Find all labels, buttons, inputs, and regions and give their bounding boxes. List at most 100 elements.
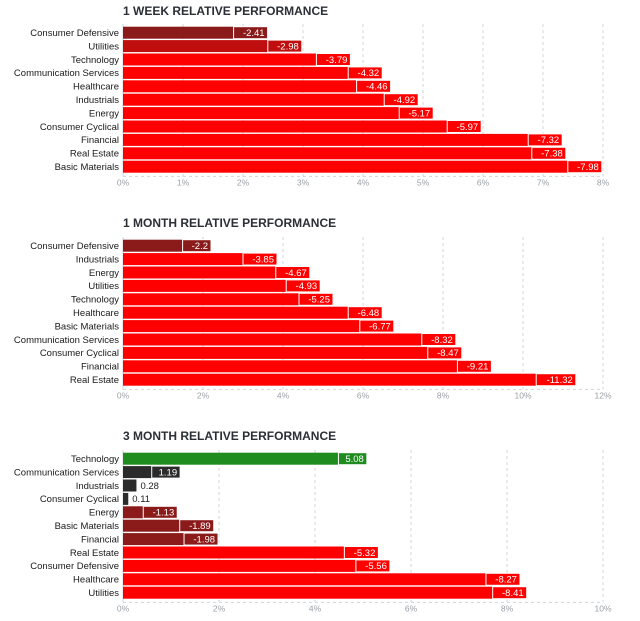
x-tick-label: 0% — [117, 603, 130, 613]
chart-1-month: 1 MONTH RELATIVE PERFORMANCE 0% 2% 4% 6% 8% 1… — [14, 216, 612, 400]
value-label: 0.28 — [140, 481, 159, 492]
bar — [123, 586, 527, 599]
x-tick-label: 12% — [594, 390, 611, 400]
value-label-box — [298, 292, 334, 306]
x-tick-label: 10% — [514, 390, 531, 400]
value-label-box — [242, 252, 278, 266]
value-label: -6.77 — [369, 321, 391, 332]
category-label: Energy — [89, 108, 119, 119]
bar — [123, 80, 391, 93]
value-label: -8.47 — [437, 348, 459, 359]
category-label: Financial — [81, 362, 119, 373]
value-label-box — [427, 346, 463, 360]
category-label: Consumer Cyclical — [40, 122, 119, 133]
value-label-box — [421, 333, 457, 346]
value-label-box — [492, 586, 528, 600]
category-label: Communication Services — [14, 68, 119, 79]
category-label: Utilities — [88, 281, 119, 292]
value-label-box — [275, 266, 311, 279]
value-label-box — [142, 505, 178, 519]
x-tick-label: 4% — [309, 603, 322, 613]
category-label: Communication Services — [14, 467, 119, 478]
value-label: 5.08 — [345, 454, 364, 465]
value-label: -1.89 — [189, 521, 211, 532]
value-label: -3.79 — [326, 55, 348, 66]
value-label: -5.25 — [308, 295, 330, 306]
value-label-box — [182, 239, 212, 253]
value-label-box — [183, 532, 219, 546]
x-tick-label: 5% — [417, 177, 430, 187]
value-label: -8.27 — [495, 575, 517, 586]
category-label: Utilities — [88, 588, 119, 599]
bar — [123, 266, 310, 279]
value-label-box — [531, 146, 567, 160]
chart-title: 1 MONTH RELATIVE PERFORMANCE — [123, 216, 336, 230]
value-label-box — [233, 26, 269, 40]
value-label: -1.13 — [153, 508, 175, 519]
value-label: -4.32 — [358, 68, 380, 79]
value-label: -4.93 — [296, 281, 318, 292]
category-label: Technology — [71, 454, 119, 465]
category-label: Technology — [71, 295, 119, 306]
bar — [123, 373, 576, 386]
category-label: Consumer Defensive — [30, 28, 119, 39]
x-tick-label: 8% — [597, 177, 610, 187]
chart-3-month: 3 MONTH RELATIVE PERFORMANCE 0% 2% 4% 6% 8% 1… — [14, 429, 612, 613]
bar — [123, 120, 482, 133]
chart-1-week: 1 WEEK RELATIVE PERFORMANCE 0% 1% 2% 3% 4% 5%… — [14, 4, 610, 187]
value-label: -4.67 — [285, 268, 307, 279]
value-label-box — [285, 279, 321, 293]
x-tick-label: 2% — [197, 390, 210, 400]
value-label: 1.19 — [159, 467, 178, 478]
category-label: Financial — [81, 135, 119, 146]
x-tick-label: 8% — [501, 603, 514, 613]
bar — [123, 133, 563, 146]
value-label: -5.56 — [365, 561, 387, 572]
category-label: Basic Materials — [55, 162, 120, 173]
value-label-box — [446, 120, 482, 133]
bar — [123, 559, 390, 572]
value-label-box — [267, 39, 303, 53]
bar — [123, 320, 394, 333]
value-label-box — [359, 319, 395, 333]
bar — [123, 93, 419, 106]
x-tick-label: 6% — [357, 390, 370, 400]
category-label: Real Estate — [70, 375, 119, 386]
x-tick-label: 6% — [477, 177, 490, 187]
value-label-box — [151, 465, 181, 479]
value-label: -7.98 — [577, 162, 599, 173]
value-label: -8.32 — [431, 335, 453, 346]
value-label-box — [527, 133, 563, 147]
value-label: -11.32 — [547, 375, 573, 386]
category-label: Consumer Cyclical — [40, 348, 119, 359]
bar — [123, 107, 434, 120]
value-label-box — [535, 373, 577, 387]
value-label: -8.41 — [502, 588, 524, 599]
value-label: -1.98 — [193, 534, 215, 545]
category-label: Communication Services — [14, 335, 119, 346]
x-tick-label: 2% — [213, 603, 226, 613]
x-tick-label: 4% — [277, 390, 290, 400]
chart-title: 3 MONTH RELATIVE PERFORMANCE — [123, 429, 336, 443]
category-label: Utilities — [88, 41, 119, 52]
x-tick-label: 0% — [117, 390, 130, 400]
value-label: -9.21 — [467, 362, 489, 373]
value-label: -2.98 — [277, 41, 299, 52]
bar — [123, 147, 566, 160]
bar — [123, 279, 321, 292]
value-label-box — [567, 160, 603, 174]
category-label: Financial — [81, 534, 119, 545]
category-label: Healthcare — [73, 82, 119, 93]
category-label: Energy — [89, 508, 119, 519]
value-label: -4.46 — [366, 82, 388, 93]
value-label-box — [398, 106, 434, 120]
x-tick-label: 3% — [297, 177, 310, 187]
category-label: Real Estate — [70, 548, 119, 559]
bar — [123, 53, 351, 66]
bar — [123, 452, 367, 465]
bar — [123, 160, 602, 173]
value-label: -2.2 — [192, 241, 208, 252]
value-label-box — [337, 452, 368, 466]
bar — [123, 492, 129, 505]
category-label: Healthcare — [73, 308, 119, 319]
